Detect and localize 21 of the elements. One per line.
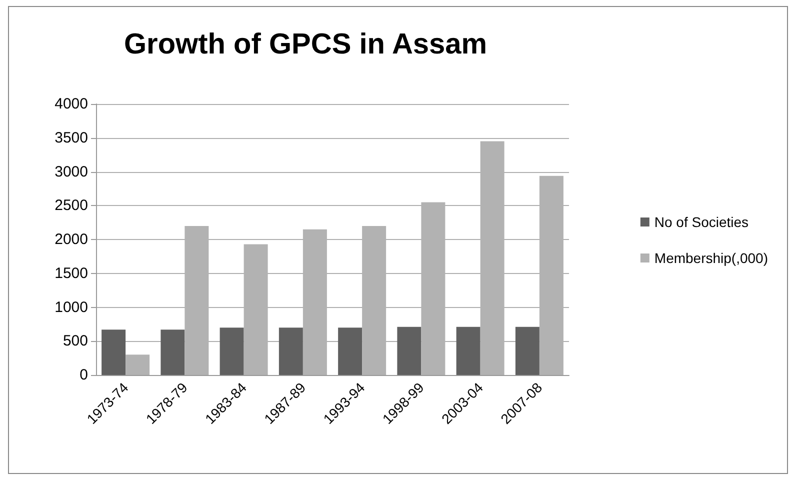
y-tick-label: 3500 bbox=[54, 129, 88, 146]
bar bbox=[220, 328, 244, 375]
bar bbox=[456, 326, 480, 375]
bar bbox=[515, 326, 540, 375]
chart-title: Growth of GPCS in Assam bbox=[124, 28, 488, 60]
bar bbox=[397, 326, 422, 375]
y-tick-label: 2000 bbox=[54, 231, 88, 248]
bar bbox=[126, 354, 150, 375]
legend-label: No of Societies bbox=[654, 214, 749, 230]
y-tick-label: 500 bbox=[62, 332, 88, 350]
legend-label: Membership(,000) bbox=[654, 250, 768, 266]
bar bbox=[160, 330, 185, 375]
y-tick-label: 1000 bbox=[54, 298, 88, 316]
bar bbox=[278, 328, 303, 375]
y-tick-label: 2500 bbox=[54, 197, 88, 214]
bar bbox=[338, 328, 362, 375]
y-tick-label: 0 bbox=[80, 366, 88, 384]
y-tick-label: 4000 bbox=[54, 96, 88, 112]
y-tick-label: 1500 bbox=[54, 264, 88, 282]
bar bbox=[102, 330, 126, 375]
y-tick-label: 3000 bbox=[54, 163, 88, 180]
